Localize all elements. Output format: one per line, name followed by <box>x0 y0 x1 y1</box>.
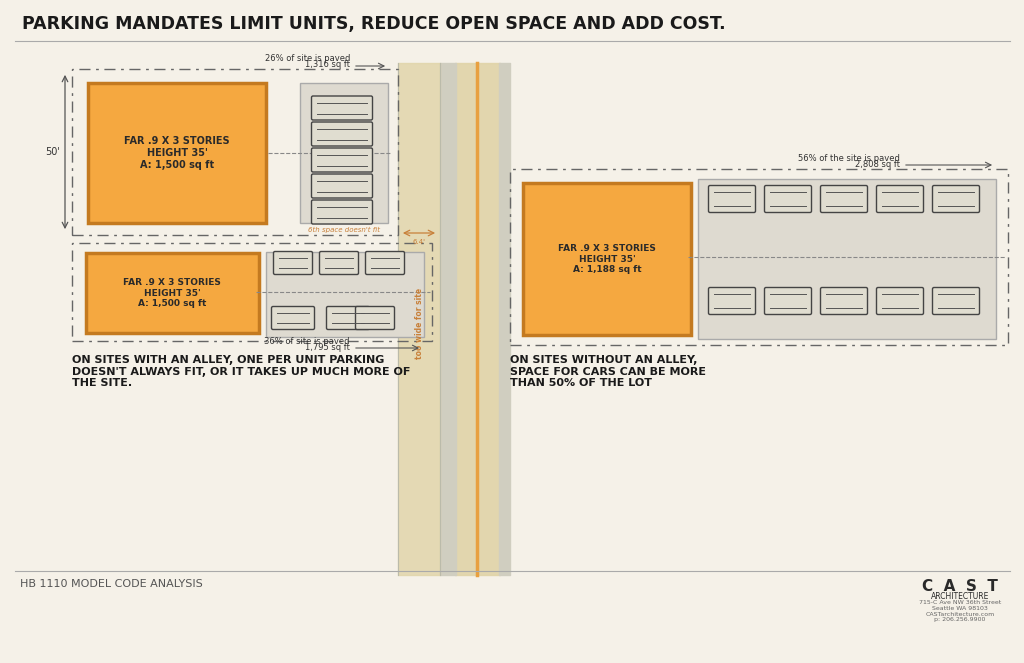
Text: FAR .9 X 3 STORIES
HEIGHT 35'
A: 1,500 sq ft: FAR .9 X 3 STORIES HEIGHT 35' A: 1,500 s… <box>124 137 229 170</box>
FancyBboxPatch shape <box>355 306 394 330</box>
Bar <box>72 243 432 341</box>
Text: ON SITES WITH AN ALLEY, ONE PER UNIT PARKING
DOESN'T ALWAYS FIT, OR IT TAKES UP : ON SITES WITH AN ALLEY, ONE PER UNIT PAR… <box>72 355 411 389</box>
FancyBboxPatch shape <box>311 174 373 198</box>
Bar <box>510 169 1008 345</box>
Bar <box>300 83 388 223</box>
Text: 2,808 sq ft: 2,808 sq ft <box>855 160 900 169</box>
FancyBboxPatch shape <box>311 200 373 224</box>
Text: 50': 50' <box>45 147 60 157</box>
Text: 6th space doesn't fit: 6th space doesn't fit <box>308 227 380 233</box>
Bar <box>88 83 266 223</box>
Bar <box>523 183 691 335</box>
FancyBboxPatch shape <box>877 186 924 213</box>
FancyBboxPatch shape <box>820 288 867 314</box>
FancyBboxPatch shape <box>273 251 312 274</box>
FancyBboxPatch shape <box>765 288 811 314</box>
Text: 26% of site is paved: 26% of site is paved <box>264 54 350 63</box>
FancyBboxPatch shape <box>311 96 373 120</box>
Text: PARKING MANDATES LIMIT UNITS, REDUCE OPEN SPACE AND ADD COST.: PARKING MANDATES LIMIT UNITS, REDUCE OPE… <box>22 15 726 33</box>
FancyBboxPatch shape <box>311 148 373 172</box>
FancyBboxPatch shape <box>311 122 373 146</box>
Text: 36% of site is paved: 36% of site is paved <box>264 337 350 346</box>
Text: HB 1110 MODEL CODE ANALYSIS: HB 1110 MODEL CODE ANALYSIS <box>20 579 203 589</box>
FancyBboxPatch shape <box>820 186 867 213</box>
Text: FAR .9 X 3 STORIES
HEIGHT 35'
A: 1,188 sq ft: FAR .9 X 3 STORIES HEIGHT 35' A: 1,188 s… <box>558 244 656 274</box>
Text: ARCHITECTURE: ARCHITECTURE <box>931 592 989 601</box>
Bar <box>86 253 259 333</box>
FancyBboxPatch shape <box>327 306 370 330</box>
FancyBboxPatch shape <box>319 251 358 274</box>
FancyBboxPatch shape <box>877 288 924 314</box>
Text: too wide for site: too wide for site <box>415 288 424 359</box>
FancyBboxPatch shape <box>933 288 980 314</box>
Text: 715-C Ave NW 36th Street
Seattle WA 98103
CASTarchitecture.com
p: 206.256.9900: 715-C Ave NW 36th Street Seattle WA 9810… <box>919 600 1001 623</box>
Bar <box>72 69 398 235</box>
FancyBboxPatch shape <box>271 306 314 330</box>
FancyBboxPatch shape <box>709 186 756 213</box>
FancyBboxPatch shape <box>933 186 980 213</box>
Bar <box>698 179 996 339</box>
FancyBboxPatch shape <box>709 288 756 314</box>
Text: FAR .9 X 3 STORIES
HEIGHT 35'
A: 1,500 sq ft: FAR .9 X 3 STORIES HEIGHT 35' A: 1,500 s… <box>123 278 221 308</box>
FancyBboxPatch shape <box>366 251 404 274</box>
Text: C  A  S  T: C A S T <box>922 579 998 594</box>
Text: ON SITES WITHOUT AN ALLEY,
SPACE FOR CARS CAN BE MORE
THAN 50% OF THE LOT: ON SITES WITHOUT AN ALLEY, SPACE FOR CAR… <box>510 355 706 389</box>
FancyBboxPatch shape <box>765 186 811 213</box>
Bar <box>266 252 424 337</box>
Text: 1,795 sq ft: 1,795 sq ft <box>305 343 350 352</box>
Text: 6.4': 6.4' <box>413 239 426 245</box>
Text: 56% of the site is paved: 56% of the site is paved <box>798 154 900 163</box>
Text: 1,316 sq ft: 1,316 sq ft <box>305 60 350 69</box>
